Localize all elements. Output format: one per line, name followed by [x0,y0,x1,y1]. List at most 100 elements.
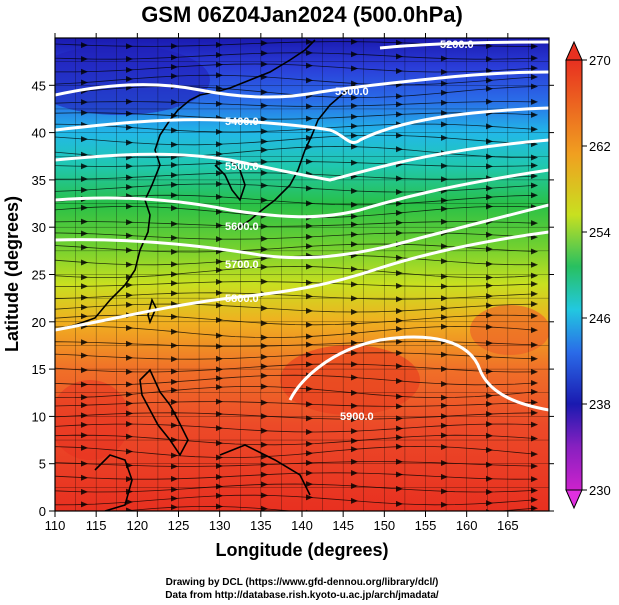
wind-arrow [441,432,448,439]
wind-arrow [531,43,538,50]
wind-arrow [531,388,538,395]
colorbar-max-arrow [565,40,583,61]
wind-arrow [171,271,178,278]
wind-arrow [441,243,448,250]
wind-arrow [216,440,223,447]
wind-arrow [171,54,178,61]
wind-arrow [126,43,133,50]
wind-arrow [396,188,403,195]
wind-arrow [216,258,223,265]
streamline [55,461,536,467]
wind-streamlines [55,38,538,511]
wind-arrow [531,379,538,386]
streamline [55,314,536,326]
wind-arrow [261,481,268,488]
wind-arrow [126,76,133,83]
wind-arrow [351,330,358,337]
contour-label: 5500.0 [225,161,259,173]
streamline [55,112,536,120]
wind-arrow [486,185,493,192]
wind-arrow [486,340,493,347]
wind-arrow [261,116,268,123]
wind-arrow [396,111,403,118]
wind-arrow [486,302,493,309]
y-axis: 0 5 10 15 20 25 30 35 40 45 [32,78,554,519]
wind-arrow [261,305,268,312]
wind-arrow [396,307,403,314]
wind-arrow [486,461,493,468]
wind-arrow [81,204,88,211]
wind-arrow [396,175,403,182]
wind-arrow [396,282,403,289]
wind-arrow [351,123,358,130]
wind-arrow [441,488,448,495]
wind-arrow [171,73,178,80]
streamline [55,232,536,240]
wind-arrow [351,94,358,101]
wind-arrow [486,282,493,289]
wind-arrow [171,220,178,227]
wind-arrow [126,301,133,308]
streamline [55,101,536,107]
wind-arrow [396,350,403,357]
x-tick-label: 115 [86,518,107,533]
coastline-borneo [94,454,133,511]
coastline-taiwan [147,297,157,325]
wind-arrow [396,363,403,370]
y-axis-label: Latitude (degrees) [2,196,22,352]
wind-arrow [216,454,223,461]
wind-arrow [216,151,223,158]
streamline [55,265,536,279]
x-tick-label: 160 [456,518,478,533]
wind-arrow [441,402,448,409]
wind-arrow [531,65,538,72]
wind-arrow [396,200,403,207]
streamline [55,303,536,313]
wind-arrow [486,42,493,49]
wind-arrow [216,503,223,510]
wind-arrow [531,355,538,362]
wind-arrow [261,146,268,153]
wind-arrow [396,458,403,465]
wind-arrow [306,307,313,314]
contour-label: 5700.0 [225,259,259,271]
wind-arrow [261,182,268,189]
colorbar-ticks: 230 238 246 254 262 270 [582,53,611,498]
streamline [55,243,536,253]
wind-arrow [171,378,178,385]
wind-arrow [171,368,178,375]
wind-arrow [216,474,223,481]
wind-arrow [351,295,358,302]
colorbar-tick-label: 254 [589,225,611,240]
wind-arrow [486,203,493,210]
wind-arrow [486,67,493,74]
plot-area: 5200.0 5300.0 5400.0 5500.0 5600.0 5700.… [55,38,549,511]
wind-arrow [531,98,538,105]
wind-arrow [396,296,403,303]
wind-arrow [171,205,178,212]
wind-arrow [441,218,448,225]
coastline-philippines [139,368,189,457]
wind-arrow [441,109,448,116]
wind-arrow [486,353,493,360]
wind-arrow [171,127,178,134]
y-tick-label: 10 [32,409,46,424]
streamline [55,494,536,506]
wind-arrow [441,80,448,87]
wind-arrow [126,400,133,407]
x-tick-label: 145 [332,518,354,533]
wind-arrow [351,446,358,453]
wind-arrow [126,354,133,361]
y-tick-label: 5 [39,457,46,472]
wind-arrow [81,394,88,401]
wind-arrow [441,501,448,508]
wind-arrow [351,132,358,139]
wind-arrow [441,366,448,373]
wind-arrow [486,274,493,281]
wind-arrow [486,475,493,482]
wind-arrow [306,415,313,422]
wind-arrow [396,415,403,422]
wind-arrow [171,398,178,405]
wind-arrow [531,111,538,118]
streamline [55,221,536,227]
